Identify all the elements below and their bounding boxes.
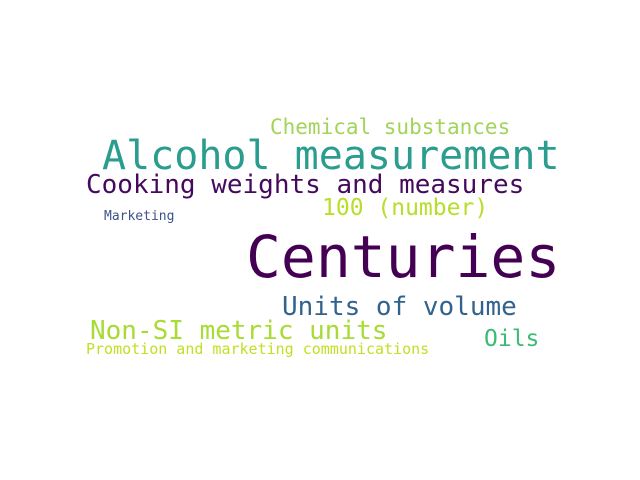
word-alcohol-measurement: Alcohol measurement	[102, 133, 560, 179]
word-non-si-metric-units: Non-SI metric units	[90, 316, 388, 346]
word-centuries: Centuries	[246, 223, 561, 291]
word-marketing: Marketing	[104, 209, 175, 224]
word-chemical-substances: Chemical substances	[270, 115, 511, 139]
word-oils: Oils	[484, 326, 540, 352]
word-promotion-and-marketing-communications: Promotion and marketing communications	[86, 340, 430, 358]
word-units-of-volume: Units of volume	[282, 292, 517, 322]
word-100-number: 100 (number)	[322, 195, 489, 221]
word-cooking-weights-and-measures: Cooking weights and measures	[86, 170, 525, 200]
